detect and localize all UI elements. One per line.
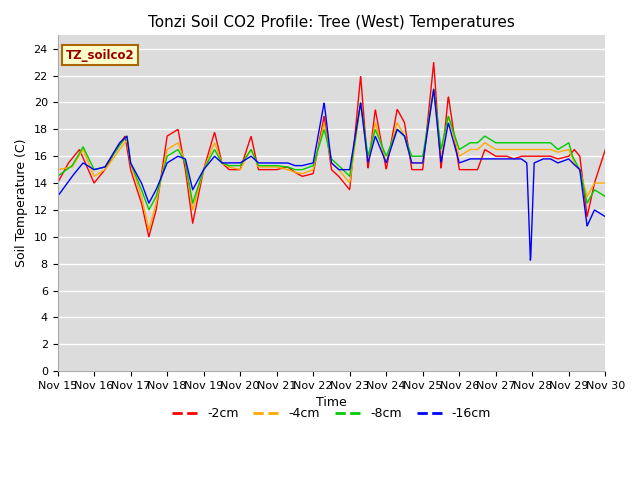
-16cm <box>162 163 170 168</box>
-8cm <box>602 193 609 199</box>
-8cm <box>430 86 438 92</box>
-8cm <box>145 207 153 213</box>
-8cm <box>537 140 545 145</box>
-4cm <box>163 150 170 156</box>
Text: TZ_soilco2: TZ_soilco2 <box>66 49 134 62</box>
-2cm <box>163 138 170 144</box>
-8cm <box>54 173 61 179</box>
Line: -2cm: -2cm <box>58 62 605 237</box>
Y-axis label: Soil Temperature (C): Soil Temperature (C) <box>15 139 28 267</box>
Legend: -2cm, -4cm, -8cm, -16cm: -2cm, -4cm, -8cm, -16cm <box>167 402 496 425</box>
-16cm <box>417 160 424 166</box>
-8cm <box>489 138 497 144</box>
-16cm <box>602 214 609 219</box>
-4cm <box>145 227 153 233</box>
-16cm <box>488 156 496 162</box>
-8cm <box>163 156 170 162</box>
Line: -8cm: -8cm <box>58 89 605 210</box>
-2cm <box>489 151 497 157</box>
-8cm <box>417 153 424 159</box>
-16cm <box>237 160 244 166</box>
-16cm <box>430 86 438 92</box>
-2cm <box>417 167 424 172</box>
-2cm <box>602 146 609 152</box>
Title: Tonzi Soil CO2 Profile: Tree (West) Temperatures: Tonzi Soil CO2 Profile: Tree (West) Temp… <box>148 15 515 30</box>
-2cm <box>145 234 153 240</box>
X-axis label: Time: Time <box>316 396 347 409</box>
-2cm <box>176 136 184 142</box>
-4cm <box>430 86 438 92</box>
-4cm <box>602 180 609 186</box>
-2cm <box>237 164 245 170</box>
-16cm <box>537 157 545 163</box>
-16cm <box>527 257 534 263</box>
-4cm <box>489 144 497 150</box>
-16cm <box>54 193 61 199</box>
-8cm <box>176 150 184 156</box>
-4cm <box>176 144 184 150</box>
-4cm <box>54 167 61 172</box>
-4cm <box>537 146 545 152</box>
-16cm <box>175 154 183 159</box>
Line: -4cm: -4cm <box>58 89 605 230</box>
-2cm <box>430 60 438 65</box>
-4cm <box>417 160 424 166</box>
Line: -16cm: -16cm <box>58 89 605 260</box>
-2cm <box>537 153 545 159</box>
-2cm <box>54 180 61 186</box>
-8cm <box>237 161 245 167</box>
-4cm <box>237 165 245 171</box>
